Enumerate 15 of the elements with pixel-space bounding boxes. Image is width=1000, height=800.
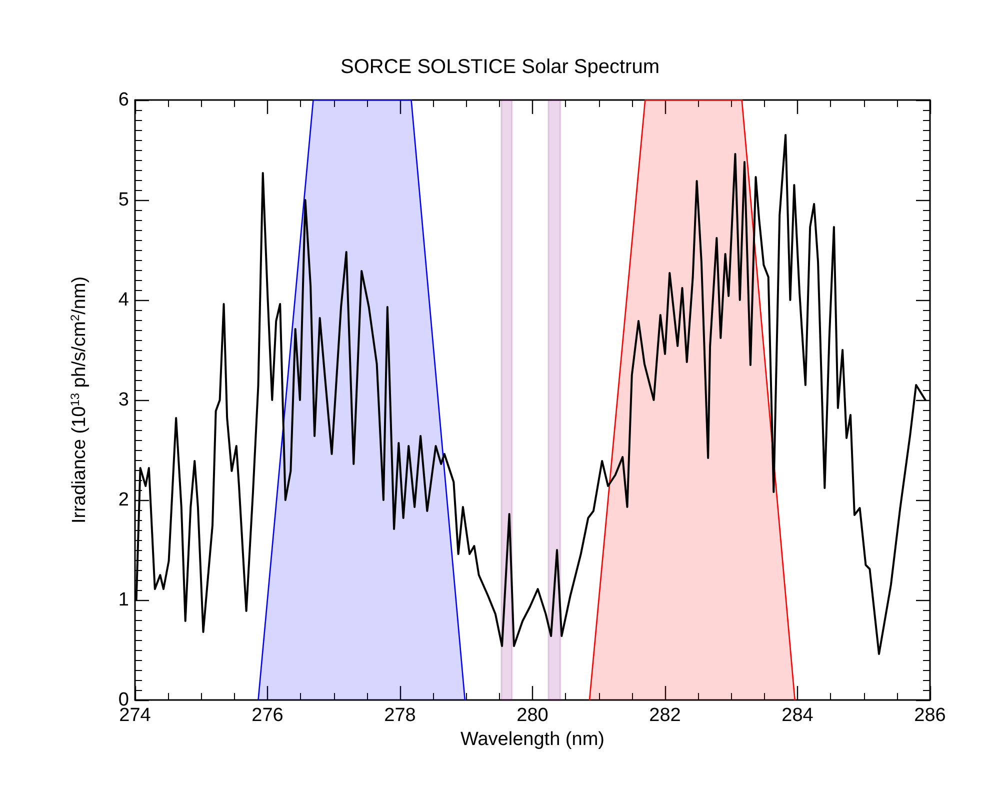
y-tick-label: 3	[118, 390, 129, 410]
y-tick-label: 5	[118, 190, 129, 210]
x-axis-title: Wavelength (nm)	[460, 729, 604, 750]
x-tick-label: 282	[649, 705, 681, 726]
y-tick-label: 4	[118, 290, 130, 310]
chart-title: SORCE SOLSTICE Solar Spectrum	[340, 56, 660, 78]
x-tick-label: 276	[252, 705, 284, 726]
y-tick-label: 2	[118, 490, 129, 510]
y-tick-label: 6	[118, 90, 129, 110]
y-axis-title: Irradiance (1013 ph/s/cm2/nm)	[68, 276, 90, 524]
x-tick-label: 280	[516, 705, 548, 726]
x-tick-label: 284	[782, 705, 814, 726]
x-tick-label: 278	[384, 705, 416, 726]
y-tick-label: 1	[118, 590, 129, 610]
x-tick-label: 286	[914, 705, 946, 726]
